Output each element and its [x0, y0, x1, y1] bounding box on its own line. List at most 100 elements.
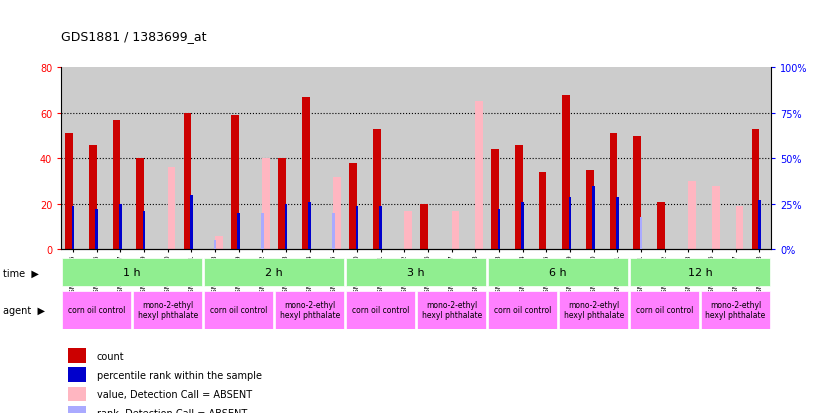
Bar — [275, 291, 344, 329]
Text: count: count — [96, 351, 124, 361]
Bar — [109, 68, 132, 250]
Bar — [630, 259, 770, 287]
Bar — [184, 114, 191, 250]
Bar — [65, 134, 73, 250]
Bar — [369, 68, 392, 250]
Bar — [521, 203, 524, 250]
Bar — [475, 102, 483, 250]
Bar — [302, 98, 309, 250]
Text: corn oil control: corn oil control — [68, 306, 126, 314]
Bar — [515, 145, 522, 250]
Text: percentile rank within the sample: percentile rank within the sample — [96, 370, 262, 380]
Text: 3 h: 3 h — [407, 268, 425, 278]
Text: mono-2-ethyl
hexyl phthalate: mono-2-ethyl hexyl phthalate — [564, 300, 623, 320]
Bar — [132, 68, 156, 250]
Bar — [752, 130, 759, 250]
Text: corn oil control: corn oil control — [352, 306, 410, 314]
Bar — [487, 68, 511, 250]
Bar — [69, 368, 86, 382]
Bar — [143, 212, 145, 250]
Bar — [404, 211, 412, 250]
Bar — [630, 291, 699, 329]
Bar — [261, 214, 264, 250]
Bar — [605, 68, 629, 250]
Bar — [69, 387, 86, 401]
Bar — [676, 68, 700, 250]
Bar — [700, 68, 724, 250]
Bar — [251, 68, 274, 250]
Text: corn oil control: corn oil control — [494, 306, 552, 314]
Bar — [237, 214, 240, 250]
Bar — [379, 206, 382, 250]
Bar — [498, 210, 500, 250]
Bar — [69, 349, 86, 363]
Bar — [119, 204, 122, 250]
Bar — [278, 159, 286, 250]
Bar — [113, 121, 121, 250]
Bar — [85, 68, 109, 250]
Bar — [747, 68, 771, 250]
Text: corn oil control: corn oil control — [210, 306, 268, 314]
Bar — [62, 259, 202, 287]
Text: mono-2-ethyl
hexyl phthalate: mono-2-ethyl hexyl phthalate — [280, 300, 339, 320]
Bar — [416, 68, 440, 250]
Bar — [724, 68, 747, 250]
Text: 2 h: 2 h — [265, 268, 283, 278]
Bar — [156, 68, 180, 250]
Bar — [215, 236, 223, 250]
Bar — [488, 291, 557, 329]
Bar — [180, 68, 203, 250]
Bar — [610, 134, 617, 250]
Bar — [203, 68, 227, 250]
Bar — [227, 68, 251, 250]
Bar — [420, 204, 428, 250]
Bar — [332, 214, 335, 250]
Bar — [417, 291, 486, 329]
Bar — [333, 177, 341, 250]
Text: mono-2-ethyl
hexyl phthalate: mono-2-ethyl hexyl phthalate — [706, 300, 765, 320]
Bar — [346, 291, 415, 329]
Bar — [582, 68, 605, 250]
Bar — [616, 197, 619, 250]
Bar — [758, 201, 761, 250]
Bar — [633, 136, 641, 250]
Text: rank, Detection Call = ABSENT: rank, Detection Call = ABSENT — [96, 408, 247, 413]
Text: mono-2-ethyl
hexyl phthalate: mono-2-ethyl hexyl phthalate — [138, 300, 197, 320]
Bar — [345, 68, 369, 250]
Text: corn oil control: corn oil control — [636, 306, 694, 314]
Bar — [488, 259, 628, 287]
Bar — [168, 168, 175, 250]
Bar — [569, 197, 571, 250]
Bar — [308, 203, 311, 250]
Bar — [346, 259, 486, 287]
Text: GDS1881 / 1383699_at: GDS1881 / 1383699_at — [61, 31, 206, 43]
Text: mono-2-ethyl
hexyl phthalate: mono-2-ethyl hexyl phthalate — [422, 300, 481, 320]
Bar — [463, 68, 487, 250]
Bar — [688, 182, 696, 250]
Bar — [322, 68, 345, 250]
Text: value, Detection Call = ABSENT: value, Detection Call = ABSENT — [96, 389, 252, 399]
Bar — [712, 186, 720, 250]
Bar — [204, 291, 273, 329]
Bar — [539, 173, 546, 250]
Bar — [491, 150, 499, 250]
Bar — [298, 68, 322, 250]
Bar — [562, 95, 570, 250]
Bar — [640, 217, 642, 250]
Bar — [62, 291, 131, 329]
Text: agent  ▶: agent ▶ — [3, 305, 45, 315]
Bar — [629, 68, 653, 250]
Bar — [735, 207, 743, 250]
Bar — [69, 406, 86, 413]
Bar — [558, 68, 582, 250]
Bar — [511, 68, 534, 250]
Bar — [451, 211, 459, 250]
Bar — [231, 116, 238, 250]
Bar — [392, 68, 416, 250]
Bar — [356, 206, 358, 250]
Bar — [136, 159, 144, 250]
Bar — [586, 170, 593, 250]
Bar — [72, 206, 74, 250]
Bar — [190, 195, 193, 250]
Bar — [274, 68, 298, 250]
